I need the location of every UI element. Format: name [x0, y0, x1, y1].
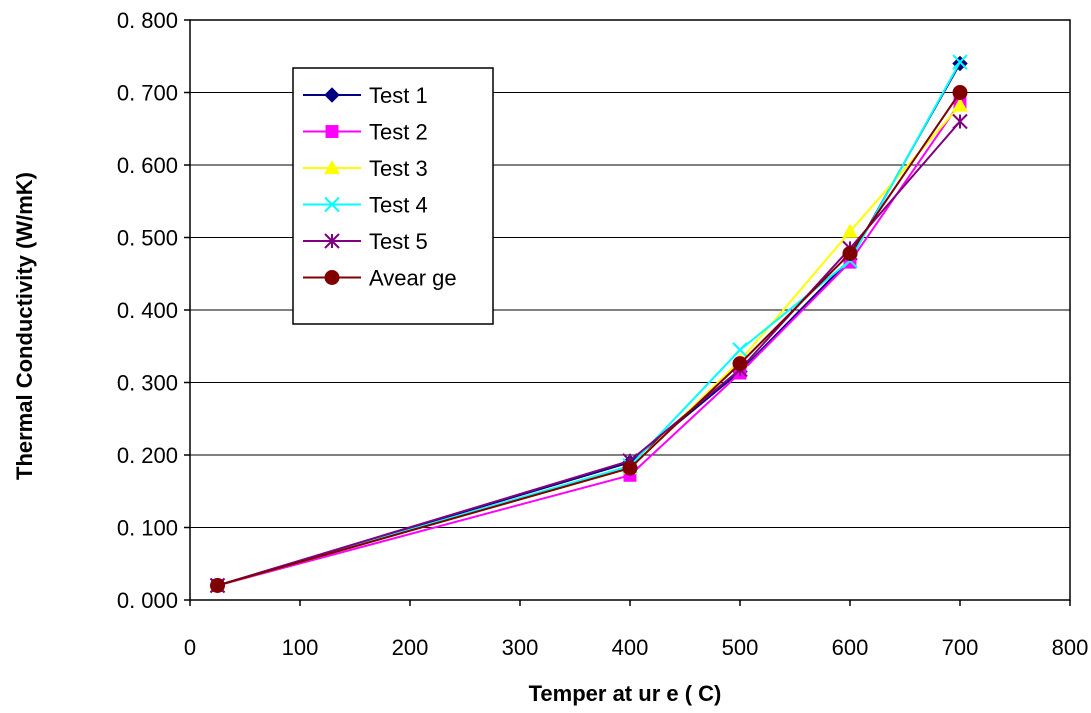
legend-marker	[324, 196, 340, 213]
y-tick-label: 0. 600	[117, 153, 178, 178]
y-axis-title: Thermal Conductivity (W/mK)	[12, 172, 37, 480]
x-tick-label: 500	[722, 635, 759, 660]
legend-label: Test 4	[369, 193, 428, 218]
legend-item: Test 4	[303, 193, 428, 218]
x-tick-label: 400	[612, 635, 649, 660]
data-point	[622, 460, 638, 476]
y-tick-label: 0. 100	[117, 516, 178, 541]
legend-marker	[325, 125, 339, 138]
legend-label: Test 2	[369, 120, 428, 145]
y-tick-label: 0. 800	[117, 8, 178, 33]
y-tick-label: 0. 400	[117, 298, 178, 323]
legend-marker	[324, 159, 340, 175]
legend-item: Test 5	[303, 229, 428, 254]
legend-item: Test 2	[303, 120, 428, 145]
x-tick-label: 0	[184, 635, 196, 660]
data-point	[210, 578, 225, 593]
legend-label: Test 3	[369, 156, 428, 181]
data-point	[842, 223, 858, 238]
x-axis-title: Temper at ur e ( C)	[529, 681, 722, 706]
data-point	[952, 113, 968, 130]
legend-label: Test 1	[369, 83, 428, 108]
x-tick-label: 600	[832, 635, 869, 660]
data-point	[952, 97, 968, 112]
legend-marker	[324, 87, 340, 103]
x-axis-ticks: 0 100 200 300 400 500 600 700 800	[184, 600, 1088, 660]
legend-marker	[324, 270, 340, 285]
x-tick-label: 100	[282, 635, 319, 660]
legend-label: Test 5	[369, 229, 428, 254]
data-point	[952, 54, 968, 70]
legend-marker	[324, 233, 340, 249]
legend-item: Test 3	[303, 156, 428, 181]
data-point	[732, 342, 748, 358]
legend-label: Avear ge	[369, 266, 457, 291]
legend-item: Test 1	[303, 83, 428, 108]
data-point	[952, 85, 968, 100]
x-tick-label: 200	[392, 635, 429, 660]
x-tick-label: 300	[502, 635, 539, 660]
x-tick-label: 700	[942, 635, 979, 660]
y-tick-label: 0. 200	[117, 443, 178, 468]
y-tick-label: 0. 500	[117, 226, 178, 251]
series-layer	[209, 54, 968, 594]
legend-item: Avear ge	[303, 266, 457, 291]
y-tick-label: 0. 300	[117, 371, 178, 396]
legend: Test 1 Test 2 Test 3 Test 4 Test 5 Avear ge	[292, 67, 494, 325]
series-6	[210, 85, 968, 593]
data-point	[842, 245, 858, 261]
y-axis-ticks: 0. 000 0. 100 0. 200 0. 300 0. 400 0. 500 0. 6…	[117, 8, 190, 613]
y-tick-label: 0. 000	[117, 588, 178, 613]
x-tick-label: 800	[1052, 635, 1089, 660]
data-point	[732, 356, 748, 372]
y-tick-label: 0. 700	[117, 81, 178, 106]
